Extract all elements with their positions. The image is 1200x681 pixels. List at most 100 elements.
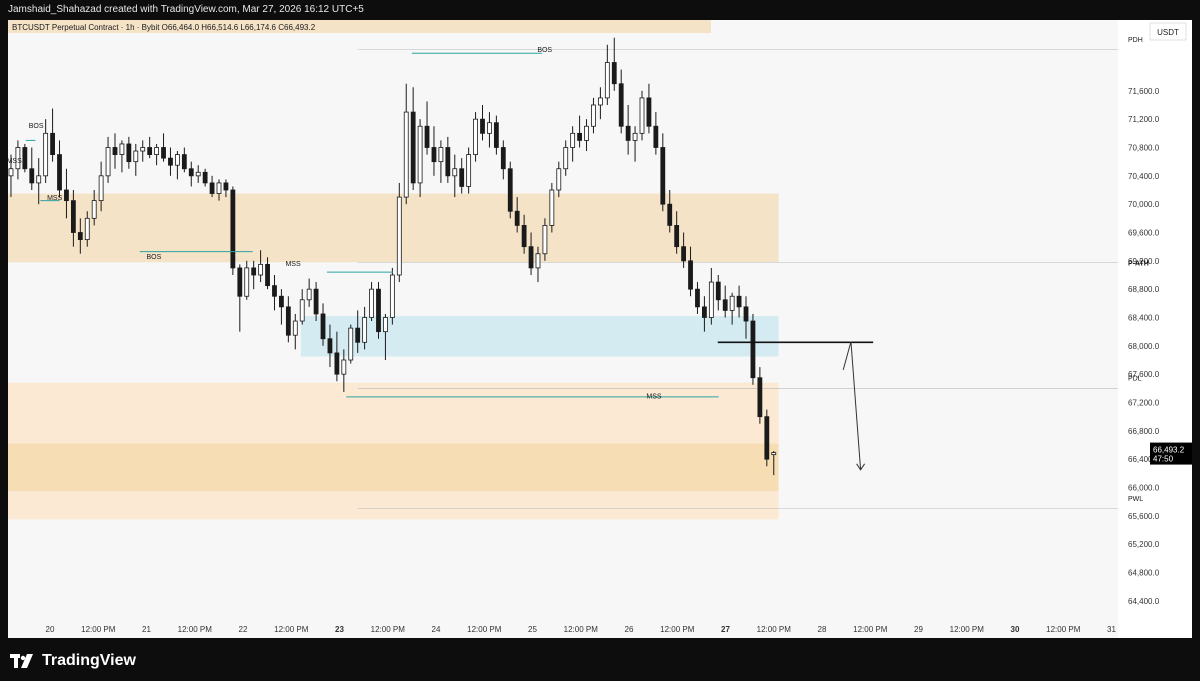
candle-body[interactable] [168,157,173,166]
candle-body[interactable] [230,189,236,269]
candle-body[interactable] [188,168,194,177]
candle-body[interactable] [126,143,132,163]
candle-body[interactable] [43,132,49,177]
candle-body[interactable] [209,182,215,194]
candle-body[interactable] [493,122,499,148]
candle-body[interactable] [341,359,347,375]
candle-body[interactable] [174,154,180,166]
candle-body[interactable] [653,125,659,148]
candle-body[interactable] [320,313,326,340]
candle-body[interactable] [591,104,596,127]
candle-body[interactable] [674,225,680,248]
candle-body[interactable] [771,452,777,456]
candle-body[interactable] [362,317,368,343]
candle-body[interactable] [119,143,125,155]
candle-body[interactable] [383,317,388,333]
candle-body[interactable] [757,377,763,418]
candle-body[interactable] [514,210,520,226]
candle-body[interactable] [237,267,243,297]
candle-body[interactable] [334,352,340,375]
candle-body[interactable] [133,150,139,163]
candle-body[interactable] [466,154,472,187]
candle-body[interactable] [542,225,548,255]
candle-body[interactable] [480,118,485,134]
candle-body[interactable] [584,125,589,141]
candle-body[interactable] [695,288,700,308]
candle-body[interactable] [417,125,423,184]
candle-body[interactable] [36,175,42,184]
candle-body[interactable] [376,288,381,333]
candle-body[interactable] [161,147,166,159]
candle-body[interactable] [112,147,118,155]
candle-body[interactable] [77,232,83,240]
candle-body[interactable] [604,62,610,99]
candle-body[interactable] [625,125,631,141]
chart-panel[interactable]: BTCUSDT Perpetual Contract · 1h · Bybit … [0,20,1192,638]
candle-body[interactable] [563,147,569,170]
candle-body[interactable] [597,97,603,106]
candle-body[interactable] [431,147,437,163]
candle-body[interactable] [84,217,90,240]
candle-body[interactable] [549,189,555,226]
candle-body[interactable] [292,320,298,336]
candle-body[interactable] [348,327,354,361]
candle-body[interactable] [507,168,513,212]
candle-body[interactable] [64,189,69,202]
candle-body[interactable] [98,175,104,202]
price-axis[interactable] [1118,20,1192,638]
candle-body[interactable] [154,147,159,155]
candle-body[interactable] [285,306,291,336]
candle-body[interactable] [265,263,270,287]
candle-body[interactable] [70,200,76,233]
candle-body[interactable] [299,299,305,322]
candle-body[interactable] [632,132,638,141]
candle-body[interactable] [570,132,576,148]
candle-body[interactable] [369,288,374,318]
candle-body[interactable] [140,147,146,152]
candle-body[interactable] [708,281,714,318]
candle-body[interactable] [577,132,582,141]
candle-body[interactable] [279,295,284,308]
candle-body[interactable] [618,83,624,127]
candle-body[interactable] [223,182,229,191]
candle-body[interactable] [743,306,749,322]
candle-body[interactable] [736,295,742,308]
candle-body[interactable] [639,97,645,134]
candlestick-chart[interactable]: BTCUSDT Perpetual Contract · 1h · Bybit … [0,20,1192,638]
candle-body[interactable] [147,147,153,155]
candle-body[interactable] [29,168,35,184]
candle-body[interactable] [389,274,395,318]
candle-body[interactable] [487,122,492,134]
candle-body[interactable] [424,125,430,148]
candle-body[interactable] [611,62,617,85]
candle-body[interactable] [50,132,55,155]
candle-body[interactable] [722,299,728,311]
candle-body[interactable] [57,154,62,191]
candle-body[interactable] [91,200,97,219]
candle-body[interactable] [181,154,187,170]
candle-body[interactable] [681,246,687,262]
candle-body[interactable] [521,225,527,248]
candle-body[interactable] [105,147,111,177]
candle-body[interactable] [729,295,735,311]
currency-box[interactable] [1149,22,1187,41]
candle-body[interactable] [410,111,416,184]
candle-body[interactable] [327,338,333,354]
candle-body[interactable] [715,281,721,301]
candle-body[interactable] [403,111,409,198]
candle-body[interactable] [528,246,534,269]
candle-body[interactable] [764,416,770,460]
candle-body[interactable] [313,288,319,315]
candle-body[interactable] [306,288,312,301]
candle-body[interactable] [15,147,21,170]
tradingview-logo[interactable]: TradingView [10,650,136,672]
candle-body[interactable] [688,260,693,290]
candle-body[interactable] [251,267,257,276]
candle-body[interactable] [272,285,277,297]
candle-body[interactable] [452,168,458,177]
candle-body[interactable] [667,203,673,226]
candle-body[interactable] [535,253,541,269]
candle-body[interactable] [556,168,562,191]
candle-body[interactable] [22,147,28,170]
candle-body[interactable] [202,171,208,184]
